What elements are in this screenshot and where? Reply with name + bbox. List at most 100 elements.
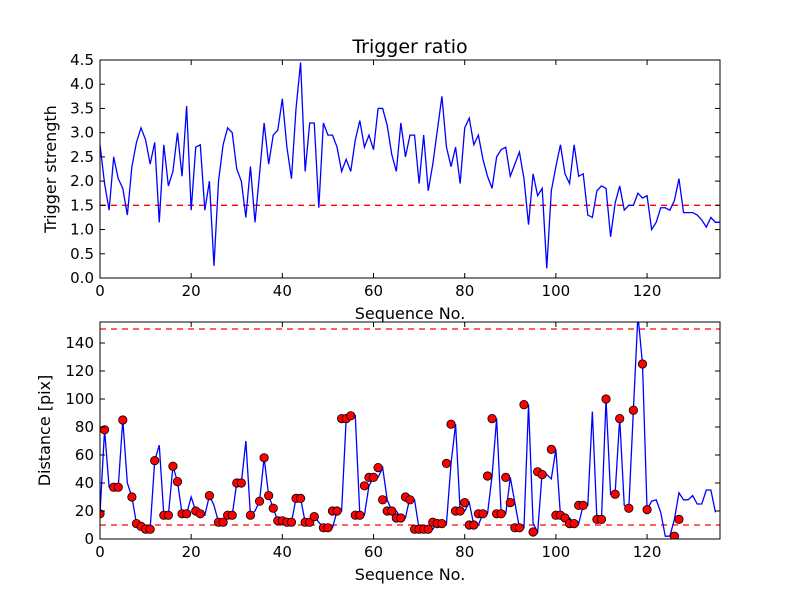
y-tick-label: 120 (65, 362, 94, 380)
y-tick-label: 100 (65, 390, 94, 408)
data-point (323, 523, 333, 533)
x-axis-label: Sequence No. (355, 565, 466, 584)
y-tick-label: 4.5 (70, 51, 94, 69)
y-tick-label: 40 (75, 474, 94, 492)
x-tick-label: 20 (182, 282, 201, 300)
data-point (163, 510, 173, 520)
data-point (295, 493, 306, 503)
data-point (195, 509, 205, 519)
data-point (546, 444, 556, 454)
data-point (674, 514, 684, 525)
data-point (615, 413, 625, 424)
data-point (150, 455, 160, 466)
data-point (446, 419, 456, 429)
data-point (227, 510, 237, 520)
data-point (387, 506, 397, 516)
data-point (259, 453, 269, 463)
x-tick-label: 80 (455, 543, 474, 561)
data-point (145, 524, 155, 534)
data-point (309, 511, 319, 522)
x-axis-label: Sequence No. (355, 304, 466, 323)
data-point (118, 415, 128, 425)
data-point (332, 506, 342, 516)
data-point (378, 495, 388, 505)
data-point (254, 496, 265, 506)
data-point (455, 506, 465, 516)
data-point (355, 510, 365, 520)
plot-area (100, 62, 720, 269)
data-point (423, 524, 433, 534)
data-point (168, 461, 178, 471)
y-tick-label: 0 (84, 530, 94, 548)
data-point (172, 476, 183, 487)
data-point (501, 472, 511, 482)
x-tick-label: 120 (633, 282, 662, 300)
y-tick-label: 20 (75, 502, 94, 520)
data-point (482, 471, 493, 481)
y-tick-label: 140 (65, 334, 94, 352)
x-tick-label: 60 (364, 543, 383, 561)
data-point (601, 394, 611, 404)
data-point (236, 478, 246, 488)
data-point (268, 503, 278, 513)
data-point (478, 509, 488, 519)
x-tick-label: 100 (542, 543, 571, 561)
distance-panel: 0 20 40 60 80 100 120 0 20 40 60 80 100 120 140 Sequenc… (35, 321, 721, 584)
data-point (578, 500, 588, 510)
data-point (286, 517, 297, 527)
x-tick-label: 0 (95, 543, 105, 561)
data-point (569, 518, 579, 529)
y-tick-label: 80 (75, 418, 94, 436)
y-tick-label: 4.0 (70, 75, 94, 93)
data-point (487, 413, 497, 424)
data-point (469, 520, 479, 530)
x-tick-label: 40 (273, 282, 292, 300)
data-point (437, 518, 447, 529)
data-point (669, 531, 680, 539)
data-point (359, 481, 370, 491)
data-point (528, 527, 538, 537)
data-point (405, 495, 415, 505)
data-point (127, 492, 137, 502)
y-tick-label: 60 (75, 446, 94, 464)
data-point (368, 472, 379, 482)
data-point (596, 514, 607, 525)
data-point (642, 504, 652, 515)
data-point (245, 510, 256, 520)
data-point (505, 497, 515, 508)
y-tick-label: 0.0 (70, 269, 94, 287)
x-tick-label: 60 (364, 282, 383, 300)
y-tick-label: 1.5 (70, 196, 94, 214)
data-point (218, 517, 228, 527)
x-tick-label: 40 (273, 543, 292, 561)
data-point (396, 513, 406, 523)
data-point (441, 458, 452, 468)
x-tick-label: 100 (542, 282, 571, 300)
y-axis-label: Trigger strength (41, 105, 60, 234)
data-point (264, 490, 274, 501)
series-line (100, 62, 720, 269)
y-tick-label: 3.0 (70, 124, 94, 142)
data-point (519, 399, 529, 410)
y-tick-label: 3.5 (70, 99, 94, 117)
data-point (373, 462, 383, 473)
x-tick-label: 80 (455, 282, 474, 300)
y-tick-label: 0.5 (70, 245, 94, 263)
data-point (637, 359, 648, 369)
plot-area (100, 322, 720, 539)
axes-frame (99, 321, 721, 540)
y-axis-label: Distance [pix] (35, 375, 54, 487)
data-point (460, 497, 470, 508)
x-tick-label: 120 (633, 543, 662, 561)
y-tick-label: 1.0 (70, 221, 94, 239)
trigger-ratio-panel: 0 20 40 60 80 100 120 0.0 0.5 1.0 1.5 2.0 2.5 3.0 3.5 4… (41, 36, 721, 323)
data-point (628, 405, 638, 415)
data-point (514, 523, 525, 533)
data-point (537, 469, 547, 480)
data-point (182, 509, 192, 519)
data-point (610, 489, 620, 499)
y-tick-label: 2.0 (70, 172, 94, 190)
data-point (624, 503, 634, 513)
x-tick-label: 0 (95, 282, 105, 300)
